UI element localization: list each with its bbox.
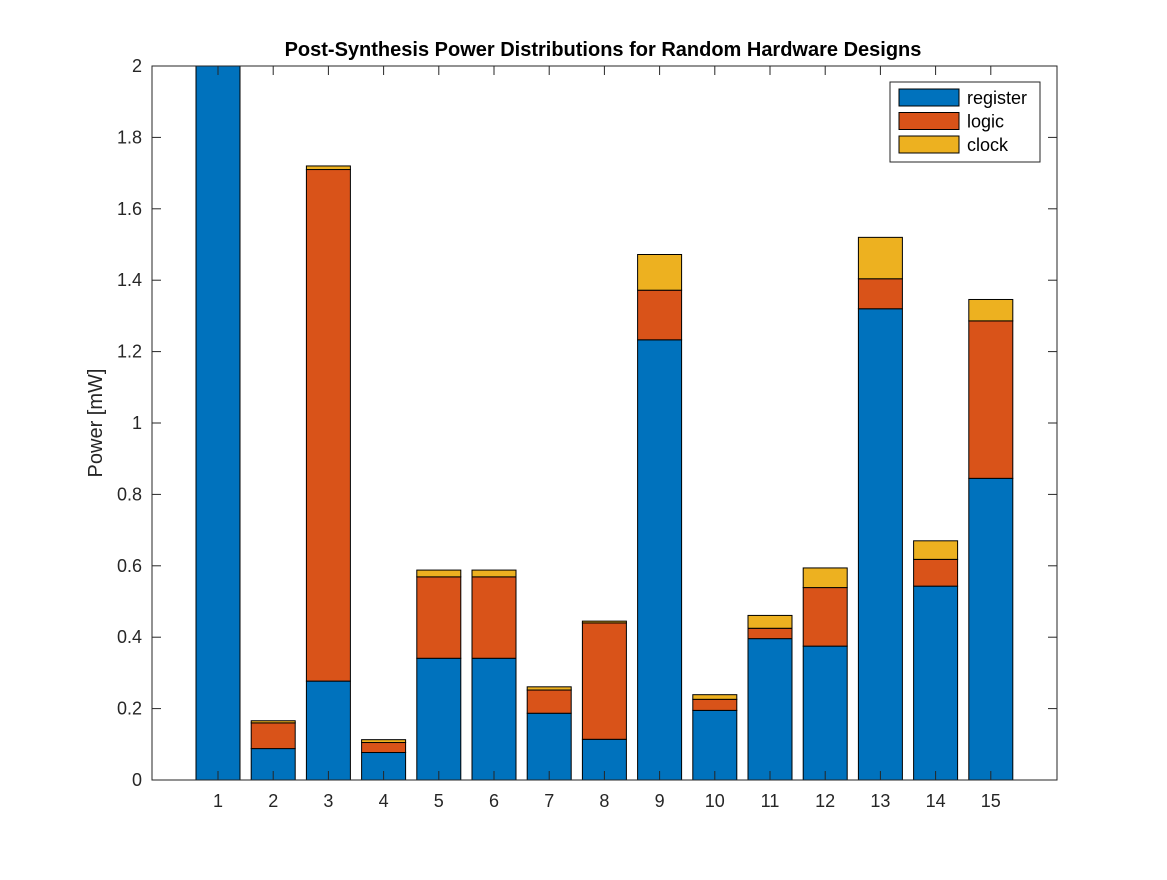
bar-logic-2 <box>250 722 296 750</box>
bar-register-9 <box>637 339 683 781</box>
bar-register-7 <box>526 712 572 781</box>
x-tick-label: 9 <box>655 791 665 811</box>
x-tick-label: 12 <box>815 791 835 811</box>
bar-logic-9 <box>637 289 683 341</box>
bar-register-14 <box>913 585 959 781</box>
y-tick-label: 1.4 <box>117 270 142 290</box>
x-tick-label: 7 <box>544 791 554 811</box>
y-tick-label: 0.6 <box>117 556 142 576</box>
legend-label-clock: clock <box>967 135 1009 155</box>
x-tick-label: 15 <box>981 791 1001 811</box>
bar-clock-2 <box>250 720 296 724</box>
bar-logic-13 <box>857 278 903 310</box>
x-tick-label: 13 <box>870 791 890 811</box>
bar-logic-6 <box>471 576 517 659</box>
bar-logic-7 <box>526 689 572 714</box>
bar-clock-12 <box>802 567 848 589</box>
y-tick-label: 0.8 <box>117 484 142 504</box>
bar-clock-9 <box>637 254 683 291</box>
bar-clock-14 <box>913 540 959 560</box>
bar-clock-3 <box>305 165 351 171</box>
bar-register-10 <box>692 709 738 781</box>
x-tick-label: 1 <box>213 791 223 811</box>
x-tick-label: 14 <box>926 791 946 811</box>
bar-register-5 <box>416 657 462 781</box>
legend-swatch-logic <box>898 112 960 130</box>
x-tick-label: 8 <box>599 791 609 811</box>
y-axis-label: Power [mW] <box>85 369 107 478</box>
y-tick-label: 0.4 <box>117 627 142 647</box>
x-tick-label: 11 <box>761 791 780 811</box>
bar-logic-3 <box>305 169 351 682</box>
bar-clock-6 <box>471 569 517 578</box>
legend-swatch-clock <box>898 135 960 154</box>
bar-clock-10 <box>692 694 738 700</box>
bar-register-3 <box>305 680 351 781</box>
y-tick-label: 1.8 <box>117 127 142 147</box>
legend-label-logic: logic <box>967 112 1004 132</box>
bar-logic-12 <box>802 587 848 647</box>
legend-label-register: register <box>967 88 1027 108</box>
chart-title: Post-Synthesis Power Distributions for R… <box>285 39 922 61</box>
y-tick-label: 1 <box>132 413 142 433</box>
bar-register-13 <box>857 308 903 781</box>
y-tick-label: 0.2 <box>117 699 142 719</box>
bar-clock-4 <box>361 739 407 744</box>
bar-clock-7 <box>526 686 572 691</box>
bar-logic-10 <box>692 698 738 711</box>
y-tick-label: 0 <box>132 770 142 790</box>
bar-logic-15 <box>968 320 1014 479</box>
bar-clock-5 <box>416 569 462 578</box>
bar-logic-4 <box>361 742 407 754</box>
y-tick-label: 1.2 <box>117 342 142 362</box>
bar-logic-5 <box>416 576 462 659</box>
legend: register logic clock <box>889 81 1041 163</box>
bar-register-1 <box>195 65 241 781</box>
bar-clock-11 <box>747 614 793 629</box>
bar-clock-13 <box>857 236 903 280</box>
bar-clock-8 <box>581 620 627 624</box>
x-tick-label: 5 <box>434 791 444 811</box>
bar-register-12 <box>802 645 848 781</box>
bars-layer <box>195 65 1014 781</box>
ticks-layer: 00.20.40.60.811.21.41.61.821 2 3 4 5 6 7 8 9 10 11… <box>117 56 1057 811</box>
legend-swatch-register <box>898 88 960 107</box>
y-tick-label: 1.6 <box>117 199 142 219</box>
x-tick-label: 10 <box>705 791 725 811</box>
y-tick-label: 2 <box>132 56 142 76</box>
x-tick-label: 3 <box>323 791 333 811</box>
bar-clock-15 <box>968 298 1014 322</box>
bar-logic-8 <box>581 622 627 740</box>
x-tick-label: 6 <box>489 791 499 811</box>
bar-register-11 <box>747 638 793 781</box>
bar-register-6 <box>471 657 517 781</box>
x-tick-label: 4 <box>379 791 389 811</box>
x-tick-label: 2 <box>268 791 278 811</box>
bar-logic-14 <box>913 558 959 587</box>
bar-register-15 <box>968 477 1014 781</box>
bar-logic-11 <box>747 627 793 640</box>
